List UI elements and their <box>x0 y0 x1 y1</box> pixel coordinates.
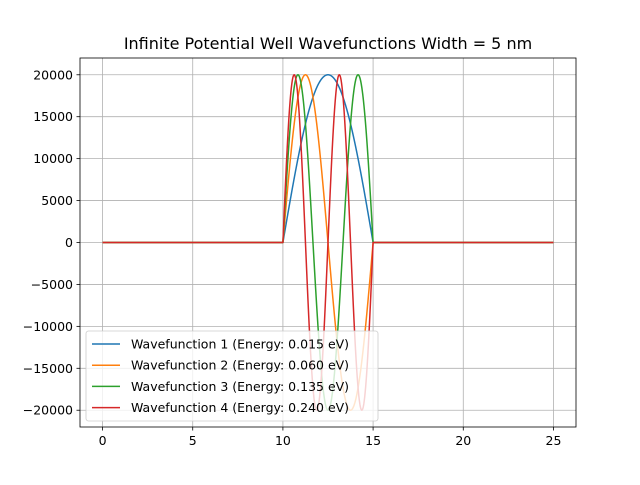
legend-label-wavefunction-1: Wavefunction 1 (Energy: 0.015 eV) <box>131 337 349 352</box>
y-tick-label: 0 <box>65 235 73 250</box>
series-line-wavefunction-1 <box>102 74 554 244</box>
x-tick-label: 5 <box>189 433 197 448</box>
y-tick-label: −10000 <box>23 319 73 334</box>
legend: Wavefunction 1 (Energy: 0.015 eV) Wavefun… <box>85 330 379 422</box>
x-tick-label: 20 <box>455 433 471 448</box>
y-tick-label: 15000 <box>33 109 73 124</box>
legend-label-wavefunction-3: Wavefunction 3 (Energy: 0.135 eV) <box>131 379 349 394</box>
x-tick-label: 15 <box>365 433 381 448</box>
y-tick-label: −20000 <box>23 403 73 418</box>
x-tick-label: 25 <box>546 433 562 448</box>
axis-ticks: 0 5 10 15 20 25 −20000 −15000 −10000 −5000 0 5000 10… <box>23 67 562 448</box>
x-tick-label: 10 <box>275 433 291 448</box>
y-tick-label: −5000 <box>31 277 73 292</box>
y-tick-label: 10000 <box>33 151 73 166</box>
legend-label-wavefunction-4: Wavefunction 4 (Energy: 0.240 eV) <box>131 400 349 415</box>
legend-box <box>85 330 379 422</box>
y-tick-label: 5000 <box>41 193 73 208</box>
x-tick-label: 0 <box>99 433 107 448</box>
legend-label-wavefunction-2: Wavefunction 2 (Energy: 0.060 eV) <box>131 358 349 373</box>
y-tick-label: −15000 <box>23 361 73 376</box>
chart-title: Infinite Potential Well Wavefunctions Wi… <box>124 34 532 53</box>
y-tick-label: 20000 <box>33 67 73 82</box>
